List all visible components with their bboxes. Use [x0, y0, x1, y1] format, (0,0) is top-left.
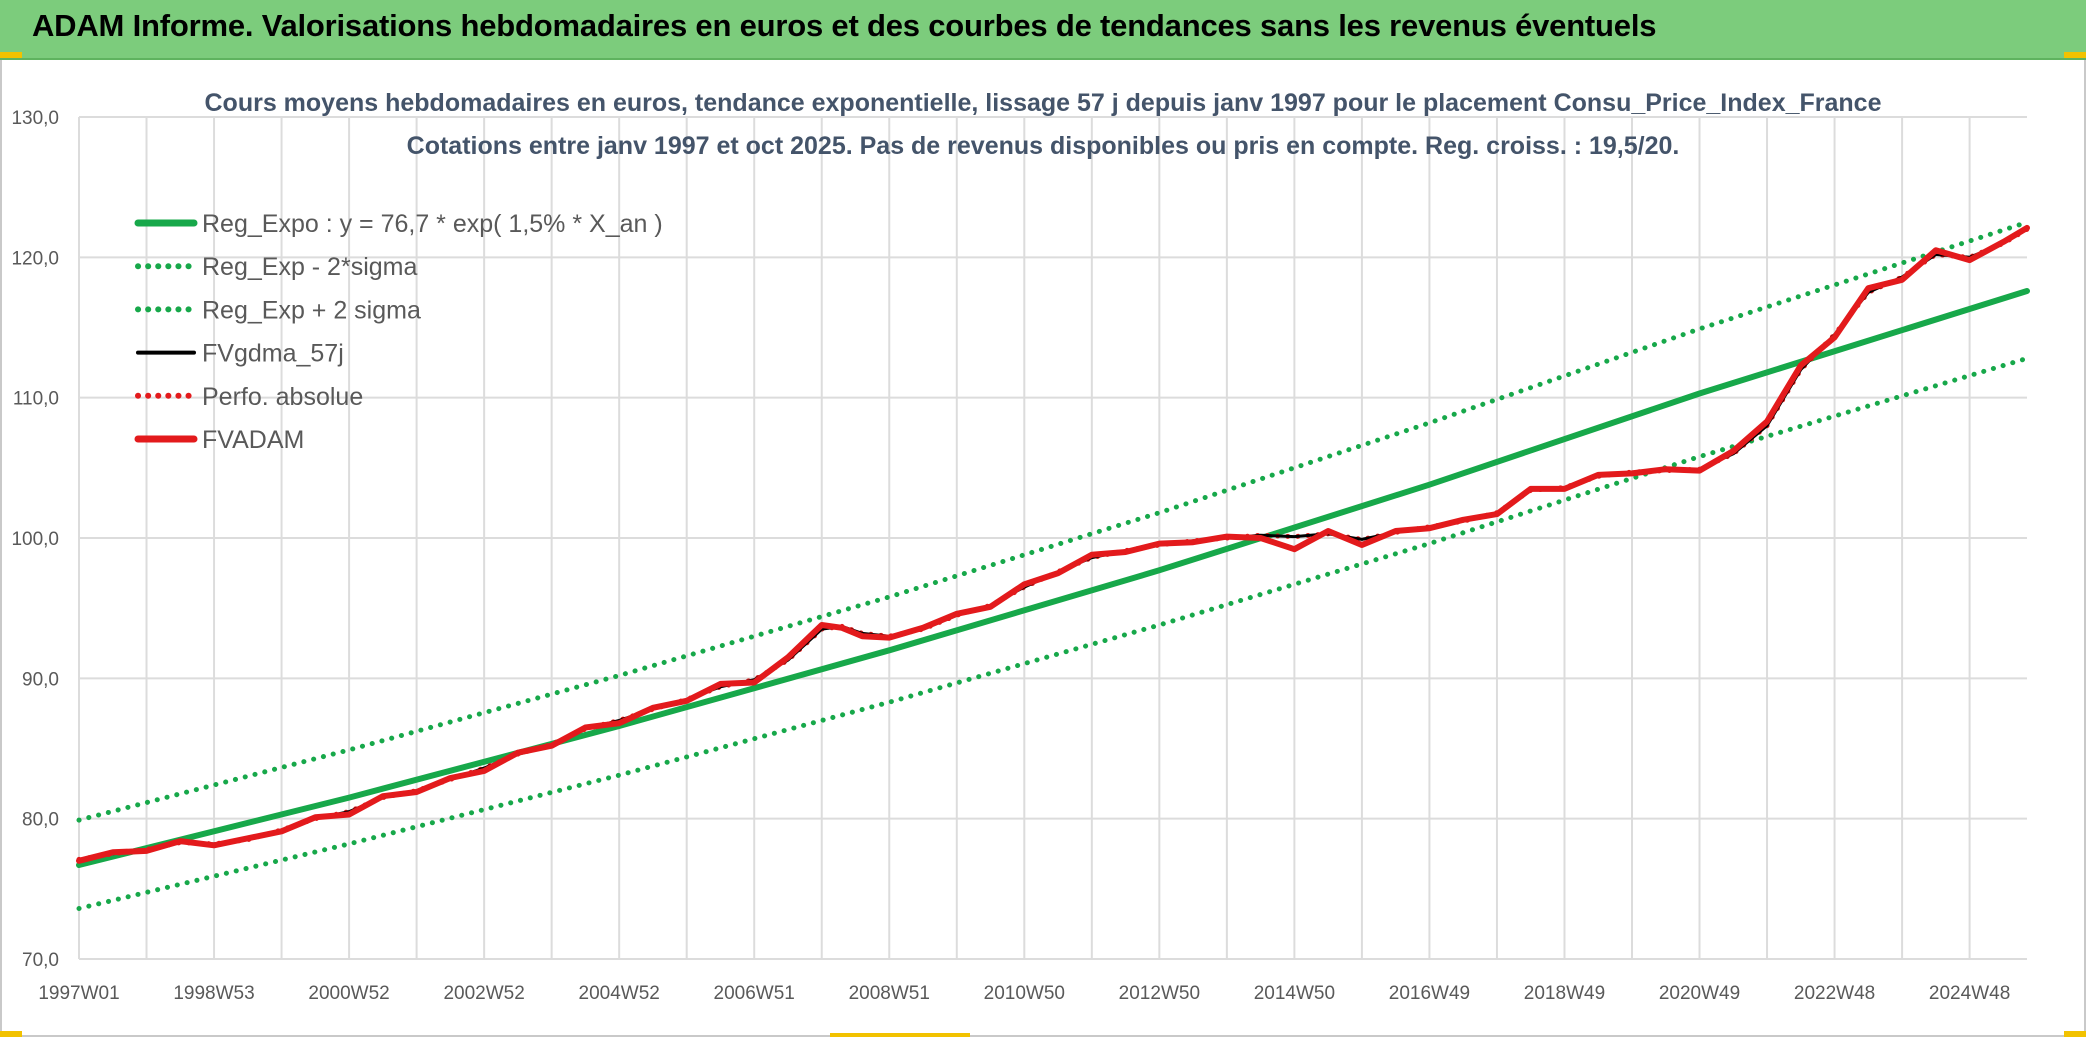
series-line-1: [76, 355, 2030, 911]
banner-title: ADAM Informe. Valorisations hebdomadaire…: [32, 8, 1657, 43]
y-tick-label: 100,0: [11, 529, 59, 550]
x-tick-label: 2010W50: [984, 983, 1065, 1004]
series-lines: [76, 219, 2030, 911]
corner-accent: [2064, 52, 2086, 58]
x-tick-label: 2016W49: [1389, 983, 1470, 1004]
x-tick-label: 2008W51: [849, 983, 930, 1004]
corner-accent: [0, 1031, 22, 1037]
chart-title: Cours moyens hebdomadaires en euros, ten…: [205, 89, 1882, 117]
legend: Reg_Expo : y = 76,7 * exp( 1,5% * X_an )…: [134, 210, 663, 454]
series-line-2: [76, 219, 2030, 823]
corner-accent: [0, 52, 22, 58]
y-tick-label: 130,0: [11, 108, 59, 129]
series-line-5: [76, 224, 2030, 864]
legend-label: Reg_Expo : y = 76,7 * exp( 1,5% * X_an ): [202, 210, 663, 238]
y-axis-ticks: 70,0 80,0 90,0 100,0 110,0 120,0 130,0: [11, 108, 59, 971]
x-tick-label: 2006W51: [714, 983, 795, 1004]
x-tick-label: 2002W52: [443, 983, 524, 1004]
legend-label: FVgdma_57j: [202, 340, 344, 368]
x-tick-label: 2000W52: [308, 983, 389, 1004]
report-banner: ADAM Informe. Valorisations hebdomadaire…: [0, 0, 2086, 60]
y-tick-label: 120,0: [11, 248, 59, 269]
legend-label: Reg_Exp + 2 sigma: [202, 296, 421, 324]
x-tick-label: 2024W48: [1929, 983, 2010, 1004]
x-tick-label: 2012W50: [1119, 983, 1200, 1004]
grid: [78, 116, 2027, 960]
y-tick-label: 110,0: [13, 389, 59, 410]
x-tick-label: 1997W01: [38, 983, 119, 1004]
x-tick-label: 1998W53: [173, 983, 254, 1004]
x-axis-ticks: 1997W01 1998W53 2000W52 2002W52 2004W52 2006W…: [38, 983, 2010, 1004]
legend-label: Reg_Exp - 2*sigma: [202, 253, 417, 281]
x-tick-label: 2022W48: [1794, 983, 1875, 1004]
corner-accent: [830, 1033, 970, 1037]
y-tick-label: 80,0: [22, 810, 59, 831]
y-tick-label: 90,0: [22, 669, 59, 690]
series-line-0: [76, 288, 2030, 868]
legend-label: Perfo. absolue: [202, 383, 363, 411]
chart-subtitle: Cotations entre janv 1997 et oct 2025. P…: [407, 132, 1680, 160]
y-tick-label: 70,0: [22, 950, 59, 971]
x-tick-label: 2018W49: [1524, 983, 1605, 1004]
x-tick-label: 2020W49: [1659, 983, 1740, 1004]
corner-accent: [2064, 1031, 2086, 1037]
x-tick-label: 2004W52: [579, 983, 660, 1004]
x-tick-label: 2014W50: [1254, 983, 1335, 1004]
legend-label: FVADAM: [202, 426, 304, 454]
